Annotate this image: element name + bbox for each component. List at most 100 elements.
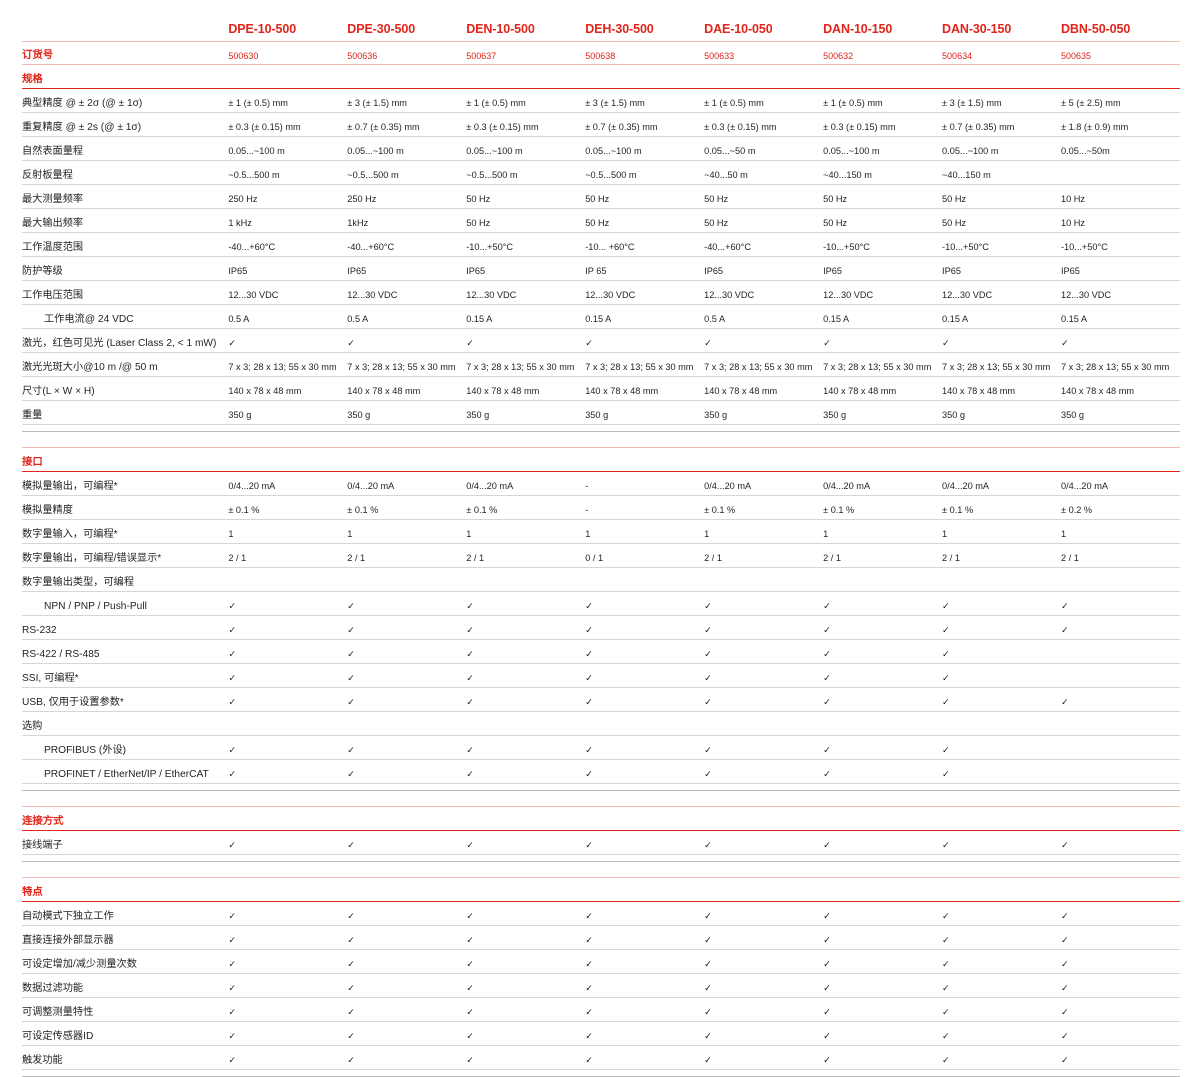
cell-value: ✓ <box>1061 1021 1180 1046</box>
section-filler <box>585 877 705 902</box>
cell-value: ✓ <box>347 830 467 855</box>
order-number-value: 500638 <box>585 41 705 65</box>
cell-value: ✓ <box>942 1021 1061 1046</box>
table-row: 重复精度 @ ± 2s (@ ± 1σ) ± 0.3 (± 0.15) mm ± 0… <box>22 112 1180 137</box>
cell-value: IP65 <box>466 256 586 281</box>
section-filler <box>347 447 467 472</box>
cell-value: 350 g <box>228 400 348 425</box>
subheading-row: 数字量输出类型，可编程 <box>22 567 1180 592</box>
cell-value: ✓ <box>466 639 586 664</box>
order-number-value: 500634 <box>942 41 1061 65</box>
cell-value: 0.15 A <box>823 304 943 329</box>
column-header-dpe-10-500: DPE-10-500 <box>228 22 297 36</box>
table-row: 接线端子 ✓ ✓ ✓ ✓ ✓ ✓ ✓ ✓ <box>22 830 1180 855</box>
order-number-value: 500632 <box>823 41 943 65</box>
cell-value: ✓ <box>823 973 943 998</box>
spacer-row <box>22 790 1180 807</box>
row-label: 直接连接外部显示器 <box>22 925 229 950</box>
cell-value: ✓ <box>1061 997 1180 1022</box>
cell-value: ✓ <box>823 591 943 616</box>
cell-value: 350 g <box>585 400 705 425</box>
section-filler <box>704 64 824 89</box>
table-row: 数字量输入，可编程* 1 1 1 1 1 1 1 1 <box>22 519 1180 544</box>
row-label: 数字量输出，可编程/错误显示* <box>22 543 229 568</box>
cell-value: ✓ <box>823 735 943 760</box>
cell-value: ~0.5...500 m <box>228 160 348 185</box>
column-header-dae-10-050: DAE-10-050 <box>704 22 773 36</box>
table-row: PROFIBUS (外设) ✓ ✓ ✓ ✓ ✓ ✓ ✓ <box>22 735 1180 760</box>
cell-value: 0/4...20 mA <box>228 471 348 496</box>
order-number-value: 500636 <box>347 41 467 65</box>
cell-value: 7 x 3; 28 x 13; 55 x 30 mm <box>1061 352 1180 377</box>
cell-value: ✓ <box>228 1021 348 1046</box>
row-label: PROFIBUS (外设) <box>22 735 229 760</box>
cell-value: 1 <box>1061 519 1180 544</box>
cell-value: 7 x 3; 28 x 13; 55 x 30 mm <box>704 352 824 377</box>
section-filler <box>942 806 1061 831</box>
subheading-row: 选购 <box>22 711 1180 736</box>
table-row: 最大输出频率 1 kHz 1kHz 50 Hz 50 Hz 50 Hz 50 Hz 50 Hz… <box>22 208 1180 233</box>
cell-value: ✓ <box>228 973 348 998</box>
row-label: 重复精度 @ ± 2s (@ ± 1σ) <box>22 112 229 137</box>
cell-value: ± 0.1 % <box>704 495 824 520</box>
section-filler <box>466 447 586 472</box>
block-close-rule <box>22 854 1180 862</box>
spacer-cell <box>22 790 1180 807</box>
section-filler <box>1061 64 1180 89</box>
cell-value: ✓ <box>347 735 467 760</box>
cell-value <box>823 567 943 592</box>
section-filler <box>942 877 1061 902</box>
cell-value: -10...+50°C <box>942 232 1061 257</box>
cell-value: ✓ <box>347 973 467 998</box>
cell-value: 250 Hz <box>228 184 348 209</box>
row-label: RS-422 / RS-485 <box>22 639 229 664</box>
cell-value: ✓ <box>347 997 467 1022</box>
cell-value: 12...30 VDC <box>347 280 467 305</box>
cell-value: ~40...150 m <box>823 160 943 185</box>
section-filler <box>942 64 1061 89</box>
cell-value: IP 65 <box>585 256 705 281</box>
row-label: 模拟量精度 <box>22 495 229 520</box>
section-filler <box>347 806 467 831</box>
cell-value: ✓ <box>466 759 586 784</box>
cell-value: 0.5 A <box>704 304 824 329</box>
order-number-row: 订货号 500630 500636 500637 500638 500633 500632 5… <box>22 41 1180 65</box>
section-filler <box>823 877 943 902</box>
cell-value: ✓ <box>585 1045 705 1070</box>
cell-value <box>1061 567 1180 592</box>
column-header-dbn-50-050: DBN-50-050 <box>1061 22 1131 36</box>
cell-value: ✓ <box>585 639 705 664</box>
cell-value: ✓ <box>823 615 943 640</box>
cell-value: 350 g <box>942 400 1061 425</box>
cell-value: IP65 <box>942 256 1061 281</box>
cell-value: 140 x 78 x 48 mm <box>347 376 467 401</box>
cell-value: 0.15 A <box>942 304 1061 329</box>
cell-value: ✓ <box>228 759 348 784</box>
cell-value: ✓ <box>585 735 705 760</box>
cell-value: ✓ <box>585 759 705 784</box>
section-filler <box>704 447 824 472</box>
cell-value: ✓ <box>585 997 705 1022</box>
cell-value: ± 1 (± 0.5) mm <box>704 88 824 113</box>
table-row: RS-422 / RS-485 ✓ ✓ ✓ ✓ ✓ ✓ ✓ <box>22 639 1180 664</box>
cell-value: ✓ <box>704 997 824 1022</box>
column-header-dan-10-150: DAN-10-150 <box>823 22 893 36</box>
cell-value: 350 g <box>704 400 824 425</box>
cell-value: 350 g <box>347 400 467 425</box>
order-number-value: 500630 <box>228 41 348 65</box>
cell-value: ✓ <box>1061 1045 1180 1070</box>
cell-value: ✓ <box>466 1045 586 1070</box>
cell-value: 7 x 3; 28 x 13; 55 x 30 mm <box>942 352 1061 377</box>
cell-value: ✓ <box>1061 949 1180 974</box>
spec-sheet: DPE-10-500 DPE-30-500 DEN-10-500 DEH-30-500… <box>22 22 1180 1077</box>
cell-value: ± 1 (± 0.5) mm <box>228 88 348 113</box>
cell-value: ✓ <box>1061 830 1180 855</box>
cell-value: 50 Hz <box>585 184 705 209</box>
cell-value: ✓ <box>347 687 467 712</box>
row-label: 激光，红色可见光 (Laser Class 2, < 1 mW) <box>22 328 229 353</box>
cell-value: ✓ <box>942 759 1061 784</box>
cell-value: - <box>585 471 705 496</box>
specification-comparison-table: DPE-10-500 DPE-30-500 DEN-10-500 DEH-30-500… <box>22 22 1180 1077</box>
cell-value: 12...30 VDC <box>466 280 586 305</box>
